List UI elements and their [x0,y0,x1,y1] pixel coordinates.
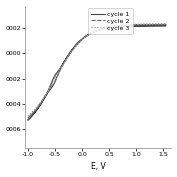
cycle 2 [149,24,151,26]
cycle 2 [139,24,141,26]
cycle 2 [55,73,57,75]
Line: cycle 3: cycle 3 [28,24,166,116]
cycle 2 [82,37,85,39]
X-axis label: E, V: E, V [91,162,106,172]
cycle 2 [27,117,29,119]
cycle 1 [27,119,29,121]
cycle 2 [165,23,167,25]
Line: cycle 1: cycle 1 [28,26,166,120]
cycle 3 [139,23,141,25]
cycle 3 [88,34,90,36]
cycle 3 [55,74,57,76]
cycle 1 [149,25,151,27]
cycle 1 [139,25,141,27]
Legend: cycle 1, cycle 2, cycle 3: cycle 1, cycle 2, cycle 3 [88,8,133,34]
cycle 3 [27,115,29,117]
cycle 1 [88,33,90,36]
cycle 1 [55,72,57,75]
cycle 3 [27,115,29,117]
cycle 2 [88,33,90,35]
cycle 3 [149,23,151,25]
cycle 3 [113,25,115,27]
cycle 1 [165,25,167,27]
cycle 3 [165,23,167,25]
cycle 2 [27,117,29,119]
cycle 1 [82,37,85,39]
cycle 3 [82,38,85,40]
Line: cycle 2: cycle 2 [28,24,166,118]
cycle 1 [27,119,29,121]
cycle 2 [113,25,115,27]
cycle 1 [113,26,115,28]
